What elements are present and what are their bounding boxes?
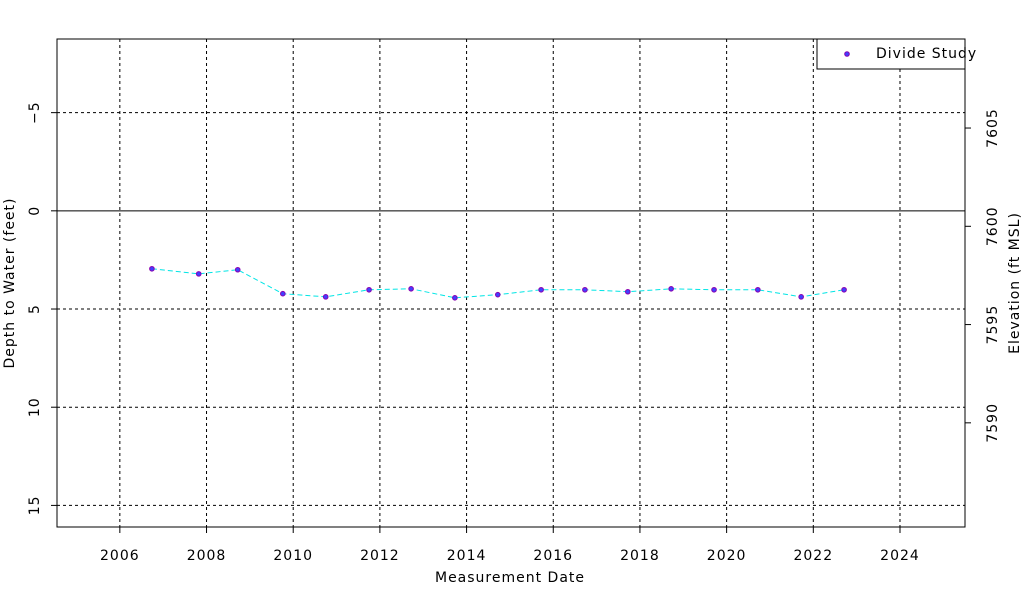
x-tick-label: 2024	[880, 548, 920, 564]
legend-label: Divide Study	[876, 46, 977, 62]
y2-tick-label: 7595	[985, 305, 1001, 345]
x-tick-label: 2022	[793, 548, 833, 564]
data-point	[755, 286, 761, 293]
x-tick-label: 2010	[273, 548, 313, 564]
x-axis-label: Measurement Date	[435, 570, 585, 586]
y-tick-label: −5	[27, 101, 43, 124]
y2-tick-label: 7600	[985, 206, 1001, 246]
data-point	[322, 294, 329, 300]
data-point	[625, 288, 631, 295]
y-axis-label: Depth to Water (feet)	[2, 197, 18, 368]
legend-box	[816, 38, 966, 70]
data-point	[798, 294, 804, 300]
y-tick-label: 5	[27, 304, 43, 314]
data-point	[711, 286, 717, 293]
data-point	[452, 295, 458, 301]
data-point	[280, 290, 286, 297]
x-tick-label: 2016	[533, 548, 573, 564]
plot-frame	[56, 38, 966, 528]
x-tick-label: 2012	[360, 548, 400, 564]
data-point	[538, 286, 544, 293]
x-tick-label: 2014	[447, 548, 487, 564]
y-tick-label: 10	[27, 397, 43, 417]
data-point	[582, 286, 588, 293]
data-point	[234, 266, 241, 273]
data-point	[408, 285, 414, 292]
x-tick-label: 2018	[620, 548, 660, 564]
data-point	[195, 271, 202, 277]
x-tick-label: 2020	[707, 548, 747, 564]
data-point	[149, 265, 155, 272]
y2-tick-label: 7590	[985, 403, 1001, 443]
data-point	[366, 286, 372, 293]
y-tick-label: 0	[27, 206, 43, 216]
data-point	[668, 285, 674, 292]
x-tick-label: 2006	[100, 548, 140, 564]
y2-tick-label: 7605	[985, 108, 1001, 148]
x-tick-label: 2008	[187, 548, 227, 564]
data-point	[841, 286, 847, 293]
y-tick-label: 15	[27, 495, 43, 515]
data-point	[494, 291, 501, 298]
legend-marker	[844, 51, 850, 57]
y2-axis-label: Elevation (ft MSL)	[1007, 212, 1023, 354]
